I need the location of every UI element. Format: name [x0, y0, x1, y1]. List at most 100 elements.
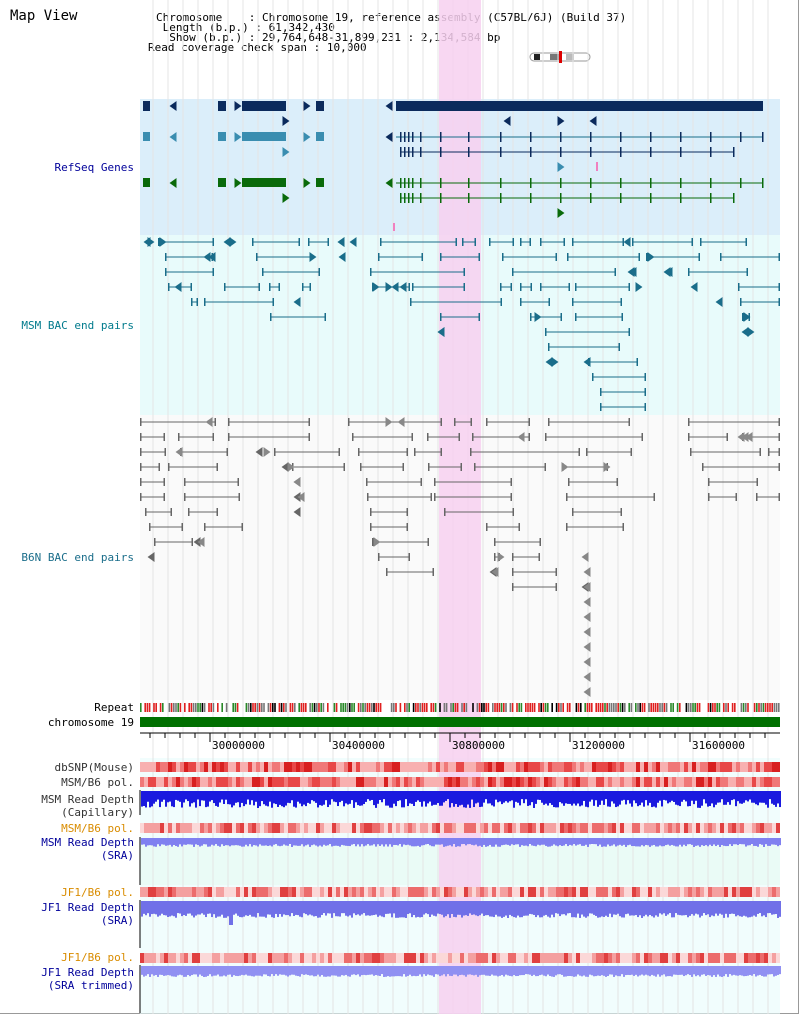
msm-depth-sra-bar — [631, 838, 633, 847]
bac-end — [548, 298, 550, 306]
repeat-element — [687, 703, 690, 712]
repeat-element — [456, 703, 459, 712]
jf1-b6-pol2-cell — [468, 953, 472, 963]
msm-b6-pol-sra-cell — [224, 823, 228, 833]
repeat-element — [351, 703, 353, 712]
msm-depth-sra-bar — [317, 838, 319, 847]
msm-depth-capillary-bar — [295, 791, 297, 808]
dbsnp-cell — [228, 762, 232, 772]
msm-depth-sra-bar — [527, 838, 529, 847]
bac-end — [140, 418, 142, 426]
dbsnp-cell — [604, 762, 608, 772]
gene-exon — [740, 178, 742, 188]
jf1-depth-trimmed-bar — [239, 966, 241, 976]
msm-depth-sra-bar — [561, 838, 563, 846]
msm-depth-sra-bar — [641, 838, 643, 846]
dbsnp-cell — [524, 762, 528, 772]
track-label-b6n-bac[interactable]: B6N BAC end pairs — [21, 551, 134, 564]
jf1-b6-pol2-cell — [292, 953, 296, 963]
jf1-depth-trimmed-bar — [655, 966, 657, 977]
bac-end — [212, 433, 214, 441]
repeat-element — [203, 703, 206, 712]
msm-b6-pol-sra-cell — [572, 823, 576, 833]
jf1-depth-trimmed-bar — [755, 966, 757, 977]
msm-depth-capillary-bar — [699, 791, 701, 808]
msm-depth-sra-bar — [431, 838, 433, 847]
msm-depth-capillary-bar — [317, 791, 319, 808]
jf1-b6-pol-cell — [332, 887, 336, 897]
msm-depth-sra-bar — [189, 838, 191, 845]
jf1-depth-trimmed-bar — [409, 966, 411, 975]
gene-exon — [218, 178, 226, 187]
msm-depth-capillary-bar — [487, 791, 489, 804]
dbsnp-cell — [516, 762, 520, 772]
jf1-depth-sra-bar — [149, 901, 151, 917]
msm-depth-sra-bar — [559, 838, 561, 846]
jf1-b6-pol2-cell — [644, 953, 648, 963]
jf1-depth-trimmed-bar — [183, 966, 185, 977]
msm-depth-capillary-bar — [343, 791, 345, 807]
jf1-b6-pol-cell — [768, 887, 772, 897]
jf1-depth-sra-bar — [759, 901, 761, 914]
strand-arrow — [205, 417, 213, 427]
msm-depth-capillary-bar — [219, 791, 221, 803]
msm-b6-pol-sra-cell — [564, 823, 568, 833]
msm-depth-capillary-bar — [649, 791, 651, 803]
msm-depth-capillary-bar — [335, 791, 337, 803]
jf1-depth-sra-bar — [359, 901, 361, 916]
jf1-depth-trimmed-bar — [451, 966, 453, 977]
jf1-depth-trimmed-bar — [405, 966, 407, 977]
gene-exon — [596, 162, 598, 171]
msm-depth-sra-bar — [301, 838, 303, 845]
dbsnp-cell — [748, 762, 752, 772]
msm-depth-sra-bar — [601, 838, 603, 847]
repeat-element — [333, 703, 336, 712]
jf1-b6-pol2-cell — [244, 953, 248, 963]
msm-depth-sra-bar — [545, 838, 547, 846]
jf1-depth-trimmed-bar — [651, 966, 653, 975]
jf1-depth-trimmed-bar — [501, 966, 503, 976]
msm-depth-sra-bar — [615, 838, 617, 847]
msm-depth-sra-bar — [419, 838, 421, 847]
msm-depth-sra-bar — [355, 838, 357, 847]
msm-depth-sra-bar — [329, 838, 331, 845]
msm-b6-pol-cell — [168, 777, 172, 787]
jf1-depth-sra-bar — [527, 901, 529, 916]
jf1-depth-trimmed-bar — [445, 966, 447, 977]
jf1-depth-sra-bar — [321, 901, 323, 915]
jf1-depth-trimmed-bar — [337, 966, 339, 977]
msm-depth-sra-bar — [611, 838, 613, 846]
jf1-b6-pol-cell — [712, 887, 716, 897]
strand-arrow — [745, 432, 753, 442]
msm-depth-capillary-bar — [439, 791, 441, 806]
msm-depth-sra-bar — [345, 838, 347, 846]
msm-depth-capillary-bar — [359, 791, 361, 806]
dbsnp-cell — [444, 762, 448, 772]
repeat-element — [168, 703, 171, 712]
gene-exon — [404, 147, 406, 157]
msm-depth-capillary-bar — [195, 791, 197, 808]
dbsnp-cell — [456, 762, 460, 772]
msm-depth-sra-bar — [285, 838, 287, 846]
jf1-depth-sra-bar — [645, 901, 647, 915]
msm-depth-sra-bar — [323, 838, 325, 845]
dbsnp-cell — [636, 762, 640, 772]
jf1-b6-pol2-cell — [216, 953, 220, 963]
dbsnp-cell — [396, 762, 400, 772]
track-label-refseq[interactable]: RefSeq Genes — [54, 161, 134, 174]
repeat-element — [342, 703, 344, 712]
msm-depth-sra-bar — [705, 838, 707, 846]
track-label-msm-bac[interactable]: MSM BAC end pairs — [21, 319, 134, 332]
msm-depth-sra-bar — [541, 838, 543, 845]
jf1-b6-pol-cell — [336, 887, 340, 897]
msm-depth-sra-bar — [761, 838, 763, 845]
repeat-element — [300, 703, 303, 712]
jf1-depth-trimmed-bar — [473, 966, 475, 976]
repeat-element — [740, 703, 743, 712]
strand-arrow — [309, 252, 317, 262]
msm-depth-capillary-bar — [661, 791, 663, 807]
msm-b6-pol-sra-cell — [332, 823, 336, 833]
msm-depth-capillary-bar — [595, 791, 597, 801]
jf1-b6-pol2-cell — [720, 953, 724, 963]
